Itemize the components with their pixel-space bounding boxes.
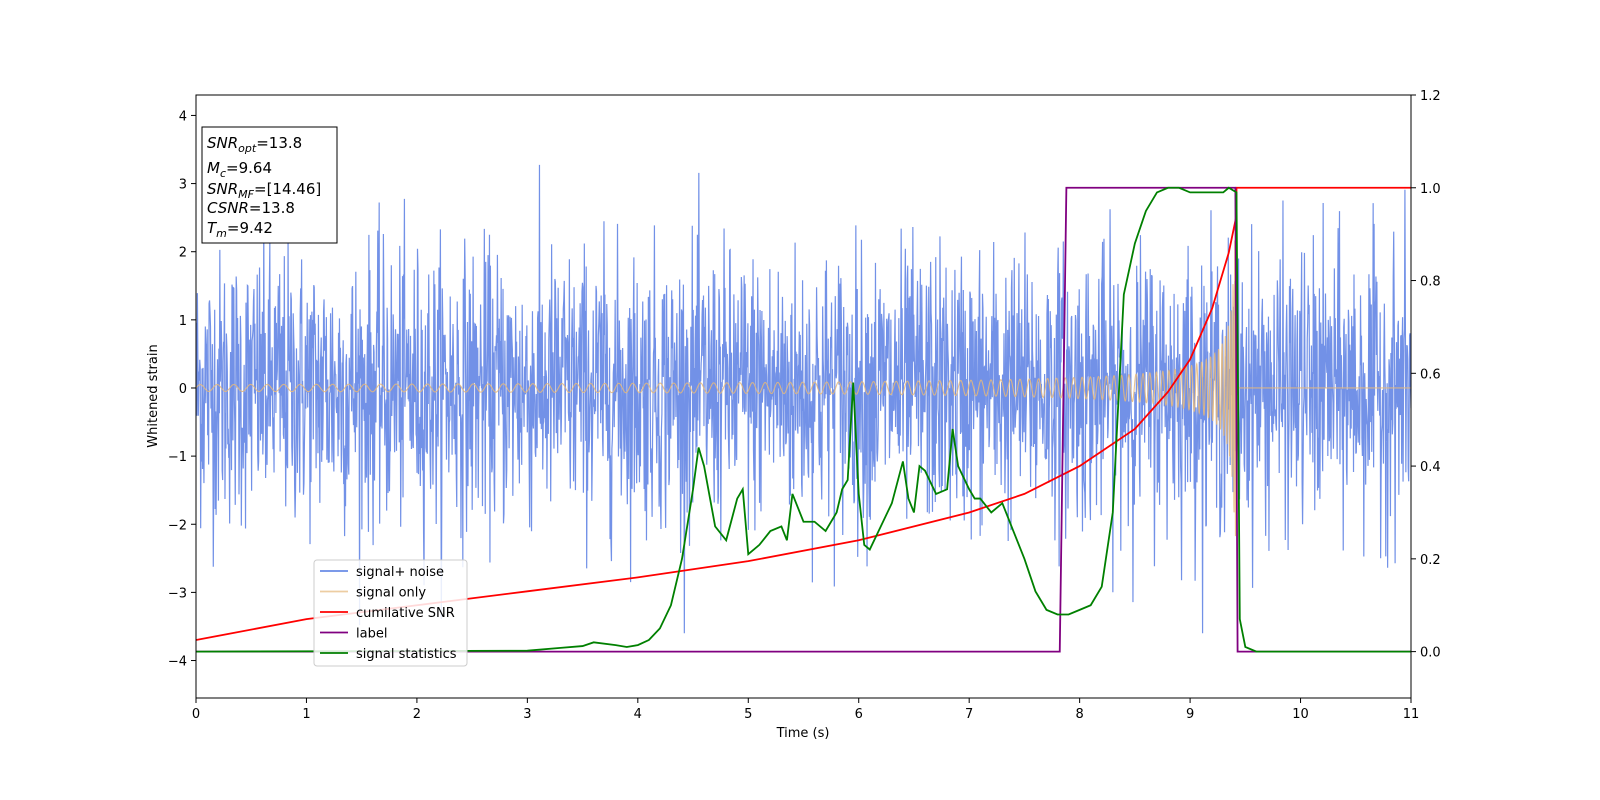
y-axis-label: Whitened strain [146, 344, 161, 447]
info-box-line: SNRMF=[14.46] [207, 180, 321, 201]
legend-label: signal+ noise [356, 565, 444, 580]
info-box-line: CSNR=13.8 [207, 199, 295, 217]
y-axis-right: 0.0 0.2 0.4 0.6 0.8 1.0 1.2 [1411, 89, 1441, 661]
legend-label: label [356, 627, 387, 642]
y2-tick-label: 0.0 [1420, 646, 1441, 661]
y-tick-label: 4 [179, 109, 187, 124]
y-tick-label: −2 [168, 518, 187, 533]
y2-tick-label: 1.0 [1420, 182, 1441, 197]
info-symbol: SNR [207, 180, 238, 198]
info-value: =[14.46] [254, 180, 321, 198]
info-box-line: Tm=9.42 [207, 219, 273, 240]
info-box-line: Mc=9.64 [207, 159, 272, 180]
y-tick-label: 0 [179, 382, 187, 397]
y-tick-label: 3 [179, 178, 187, 193]
x-tick-label: 8 [1075, 707, 1083, 722]
y-tick-label: −4 [168, 655, 187, 670]
x-tick-label: 1 [302, 707, 310, 722]
x-tick-label: 2 [413, 707, 421, 722]
y-tick-label: −1 [168, 450, 187, 465]
plot-frame [195, 94, 1412, 699]
legend: signal+ noise signal only cumilative SNR la… [313, 559, 468, 667]
legend-label: cumilative SNR [356, 606, 455, 621]
x-tick-label: 5 [744, 707, 752, 722]
info-box-frame [201, 126, 338, 244]
info-box-line: SNRopt=13.8 [207, 134, 302, 155]
y2-tick-label: 0.2 [1420, 553, 1441, 568]
x-tick-label: 11 [1403, 707, 1420, 722]
info-subscript: MF [238, 188, 254, 201]
x-axis: 0 1 2 3 4 5 6 7 8 9 10 11 [192, 698, 1419, 722]
y-tick-label: 2 [179, 246, 187, 261]
legend-frame [313, 559, 468, 667]
y2-tick-label: 0.6 [1420, 367, 1441, 382]
series-cumilative-snr-line [196, 186, 1411, 641]
x-tick-label: 3 [523, 707, 531, 722]
x-tick-label: 9 [1186, 707, 1194, 722]
info-subscript: c [220, 167, 226, 180]
info-subscript: opt [238, 142, 257, 155]
info-symbol: M [207, 159, 220, 177]
series-signal-statistics-line [196, 186, 1411, 653]
info-symbol: T [207, 219, 218, 237]
info-subscript: m [216, 227, 227, 240]
x-tick-label: 10 [1292, 707, 1309, 722]
y2-tick-label: 0.4 [1420, 460, 1441, 475]
x-tick-label: 6 [855, 707, 863, 722]
x-tick-label: 0 [192, 707, 200, 722]
info-value: =13.8 [256, 134, 302, 152]
x-tick-label: 7 [965, 707, 973, 722]
x-axis-label: Time (s) [776, 726, 830, 741]
legend-label: signal only [356, 586, 426, 601]
x-tick-label: 4 [634, 707, 642, 722]
y2-tick-label: 0.8 [1420, 275, 1441, 290]
y-tick-label: 1 [179, 314, 187, 329]
y2-tick-label: 1.2 [1420, 89, 1441, 104]
info-value: =9.42 [227, 219, 273, 237]
info-box: SNRopt=13.8Mc=9.64SNRMF=[14.46]CSNR=13.8… [201, 126, 338, 244]
info-symbol: SNR [207, 134, 238, 152]
legend-label: signal statistics [356, 647, 457, 662]
info-value: =9.64 [226, 159, 272, 177]
y-axis-left: −4 −3 −2 −1 0 1 2 3 4 [168, 109, 196, 670]
y-tick-label: −3 [168, 586, 187, 601]
plot-area [196, 164, 1411, 653]
info-value: =13.8 [249, 199, 295, 217]
info-symbol: CSNR [207, 199, 249, 217]
